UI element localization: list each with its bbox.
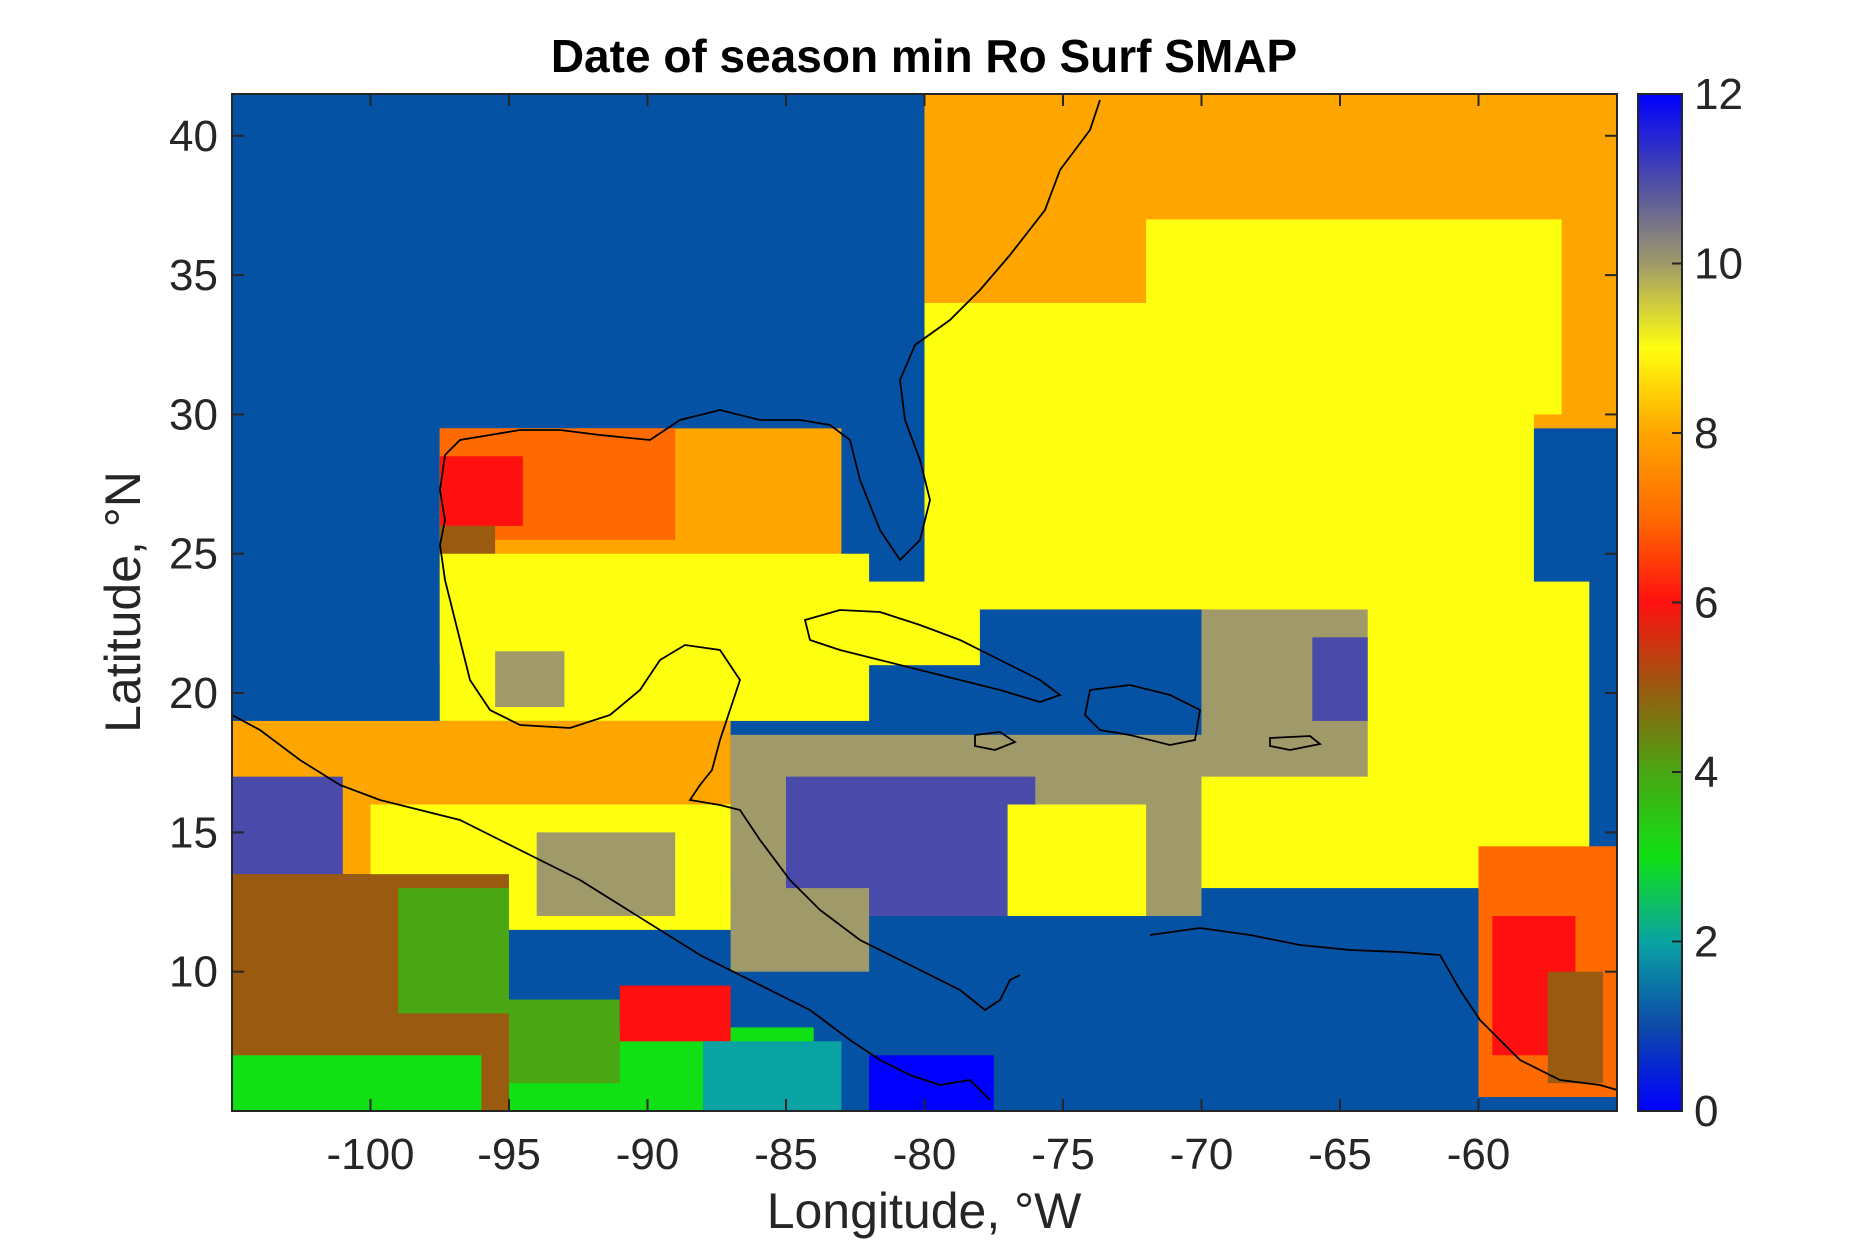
y-axis-ticks: 10 15 20 25 30 35 40 xyxy=(169,112,1617,997)
x-tick-label: -95 xyxy=(477,1130,541,1179)
x-tick-label: -100 xyxy=(326,1130,414,1179)
y-tick-label: 20 xyxy=(169,669,218,718)
y-tick-label: 10 xyxy=(169,948,218,997)
y-tick-label: 25 xyxy=(169,530,218,579)
heatmap-region xyxy=(536,832,676,916)
colorbar-tick-label: 2 xyxy=(1694,918,1718,967)
colorbar-ticks: 0 2 4 6 8 10 12 xyxy=(1672,70,1743,1136)
heatmap-regions xyxy=(232,94,1617,1111)
heatmap-region xyxy=(1547,971,1604,1084)
colorbar-tick-label: 4 xyxy=(1694,748,1718,797)
y-tick-label: 30 xyxy=(169,390,218,439)
chart-title: Date of season min Ro Surf SMAP xyxy=(551,30,1297,82)
heatmap-region xyxy=(232,776,343,875)
x-tick-label: -90 xyxy=(616,1130,680,1179)
x-tick-label: -65 xyxy=(1308,1130,1372,1179)
y-tick-label: 15 xyxy=(169,808,218,857)
heatmap-region xyxy=(398,888,509,1014)
heatmap-region xyxy=(232,1055,482,1111)
y-tick-label: 35 xyxy=(169,251,218,300)
x-axis-label: Longitude, °W xyxy=(767,1183,1082,1239)
x-tick-label: -85 xyxy=(754,1130,818,1179)
heatmap-region xyxy=(495,651,565,707)
coastline-puerto-rico xyxy=(1269,735,1323,751)
x-axis-ticks: -100 -95 -90 -85 -80 -75 -70 -65 -60 xyxy=(326,94,1510,1179)
heatmap-region xyxy=(1146,219,1562,415)
coastline-us-east xyxy=(439,99,1101,1012)
y-tick-label: 40 xyxy=(169,112,218,161)
heatmap-region xyxy=(619,985,731,1042)
colorbar-tick-label: 0 xyxy=(1694,1087,1718,1136)
colorbar-tick-label: 8 xyxy=(1694,409,1718,458)
coastline-pacific xyxy=(232,714,991,1101)
x-tick-label: -80 xyxy=(893,1130,957,1179)
heatmap-region xyxy=(439,456,523,526)
heatmap-region xyxy=(730,888,870,972)
heatmap-region xyxy=(509,999,620,1084)
colorbar-tick-label: 10 xyxy=(1694,240,1743,289)
coastline-south-america xyxy=(1149,927,1617,1091)
x-tick-label: -60 xyxy=(1447,1130,1511,1179)
coastline-jamaica xyxy=(974,731,1017,751)
heatmap-region xyxy=(1007,804,1147,916)
x-tick-label: -75 xyxy=(1031,1130,1095,1179)
colorbar-tick-label: 12 xyxy=(1694,70,1743,119)
heatmap-region xyxy=(702,1041,842,1111)
heatmap-region xyxy=(1312,637,1368,721)
coastline-cuba xyxy=(803,609,1062,703)
x-tick-label: -70 xyxy=(1170,1130,1234,1179)
colorbar-tick-label: 6 xyxy=(1694,579,1718,628)
y-axis-label: Latitude, °N xyxy=(95,471,151,733)
coastlines xyxy=(232,99,1617,1101)
coastline-hispaniola xyxy=(1084,684,1201,746)
